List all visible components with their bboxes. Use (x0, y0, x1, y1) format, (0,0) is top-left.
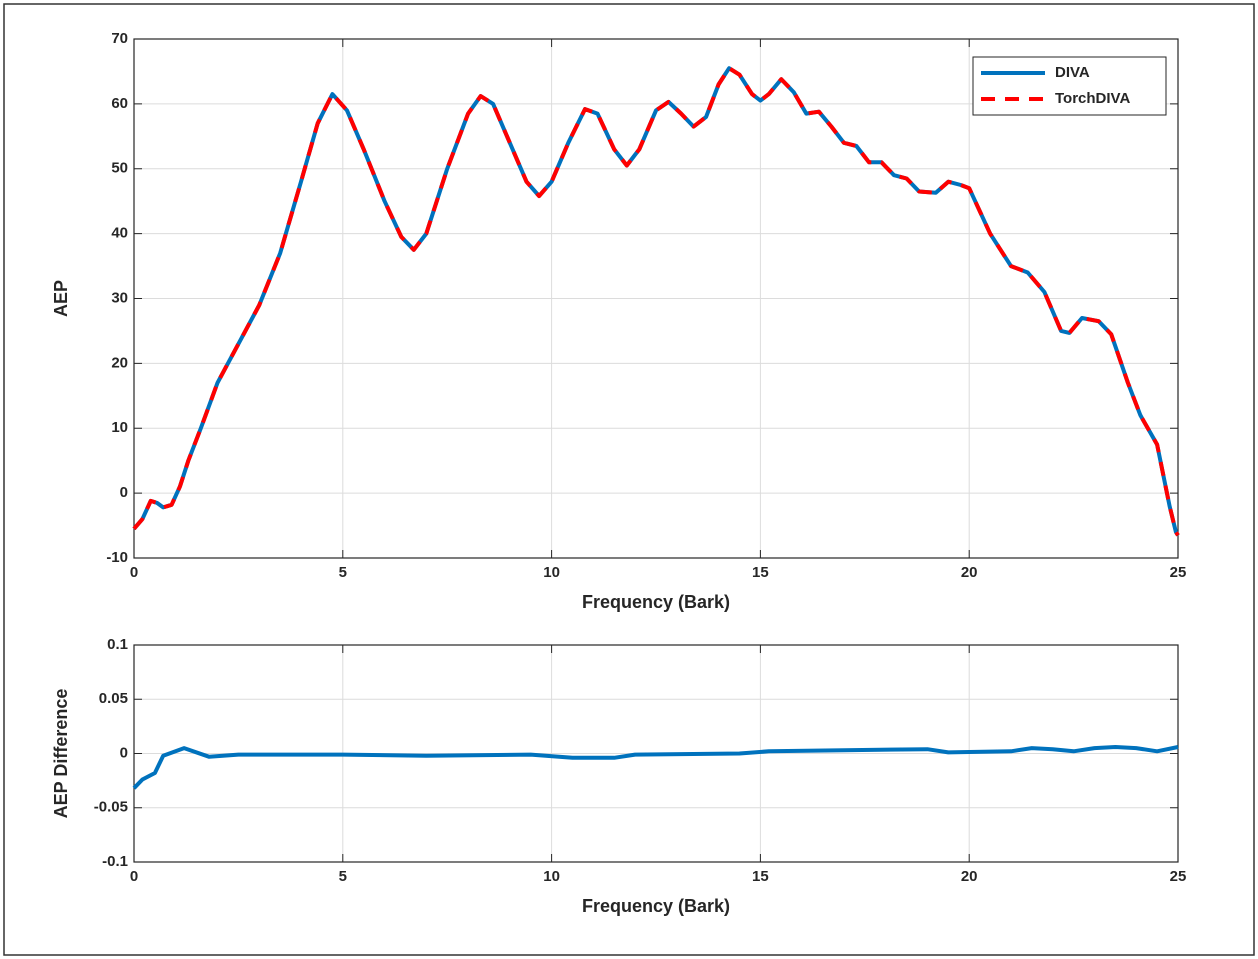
x-tick-label: 15 (752, 868, 769, 885)
y-tick-label: -0.05 (94, 799, 128, 816)
x-tick-label: 0 (130, 564, 138, 581)
x-tick-label: 10 (543, 868, 560, 885)
legend-label: TorchDIVA (1055, 90, 1130, 107)
x-tick-label: 15 (752, 564, 769, 581)
x-axis-label: Frequency (Bark) (582, 592, 730, 612)
y-tick-label: 40 (111, 225, 128, 242)
x-axis-label: Frequency (Bark) (582, 896, 730, 916)
line-series (132, 745, 1179, 790)
x-tick-label: 20 (961, 564, 978, 581)
legend-label: DIVA (1055, 64, 1090, 81)
y-tick-label: 60 (111, 95, 128, 112)
y-tick-label: 30 (111, 289, 128, 306)
axes-box (133, 644, 1179, 863)
y-tick-label: 0.05 (99, 690, 128, 707)
y-tick-label: 0 (120, 484, 128, 501)
y-axis-label: AEP (51, 280, 71, 317)
y-tick-label: 70 (111, 30, 128, 47)
x-tick-label: 5 (339, 564, 347, 581)
legend-box (972, 56, 1167, 116)
x-tick-label: 20 (961, 868, 978, 885)
y-tick-label: 0 (120, 744, 128, 761)
x-tick-label: 0 (130, 868, 138, 885)
y-tick-label: -0.1 (102, 853, 128, 870)
y-tick-label: 10 (111, 419, 128, 436)
axes-box (133, 38, 1179, 559)
y-tick-label: -10 (106, 549, 128, 566)
x-tick-label: 5 (339, 868, 347, 885)
x-tick-label: 10 (543, 564, 560, 581)
y-tick-label: 0.1 (107, 636, 128, 653)
y-tick-label: 20 (111, 354, 128, 371)
y-axis-label: AEP Difference (51, 689, 71, 819)
x-tick-label: 25 (1170, 868, 1187, 885)
x-tick-label: 25 (1170, 564, 1187, 581)
line-series (132, 66, 1180, 537)
y-tick-label: 50 (111, 160, 128, 177)
